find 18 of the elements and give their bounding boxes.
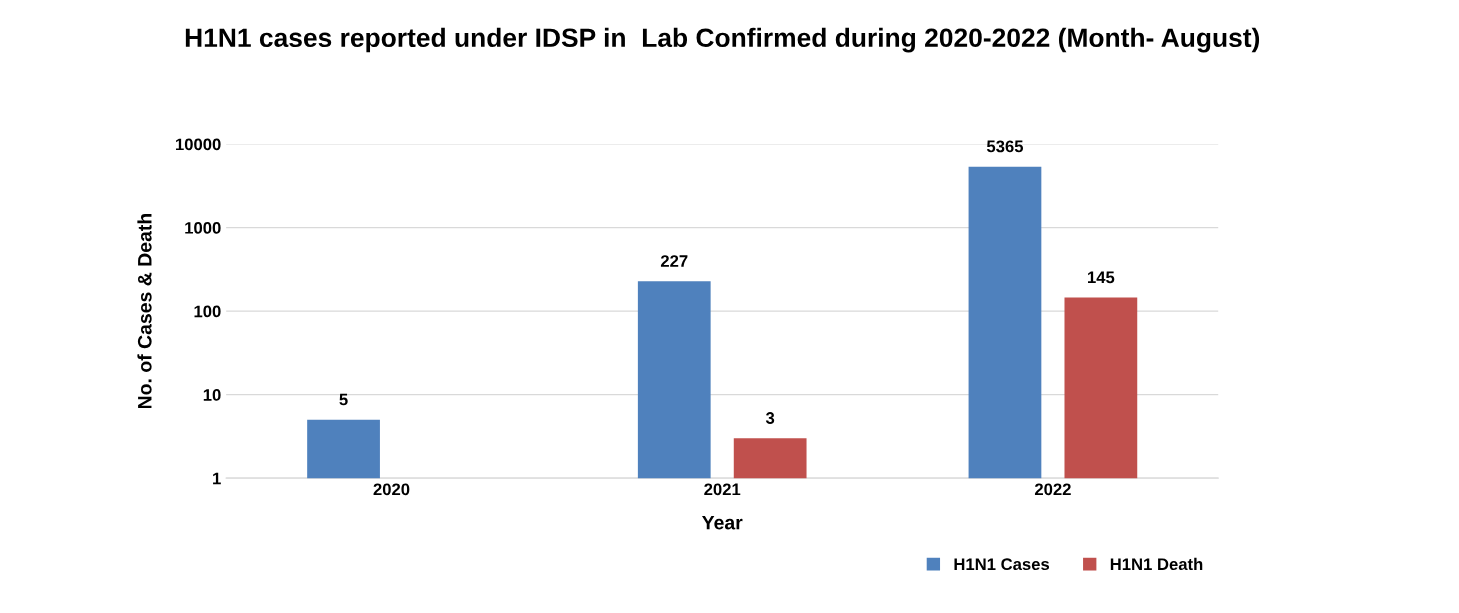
x-tick-label: 2020	[373, 483, 410, 496]
x-axis-title: Year	[701, 515, 743, 530]
y-tick-label: 10	[203, 389, 221, 401]
legend-label: H1N1 Cases	[954, 558, 1050, 571]
chart-title: H1N1 cases reported under IDSP in Lab Confirmed during 2020-2022 (Month- August)	[185, 27, 1260, 53]
data-label: 3	[765, 412, 775, 424]
x-tick-label: 2021	[704, 483, 741, 496]
legend-label: H1N1 Death	[1110, 557, 1203, 571]
data-label: 5	[339, 393, 348, 406]
data-label: 227	[660, 255, 688, 267]
y-tick-label: 1000	[185, 221, 221, 234]
x-tick-label: 2022	[1034, 483, 1071, 496]
data-label: 5365	[986, 140, 1024, 153]
y-tick-label: 10000	[175, 138, 221, 151]
data-label: 145	[1088, 271, 1115, 284]
y-tick-label: 100	[194, 305, 221, 318]
y-tick-label: 1	[213, 472, 221, 485]
y-axis-title: No. of Cases & Death	[137, 213, 152, 409]
